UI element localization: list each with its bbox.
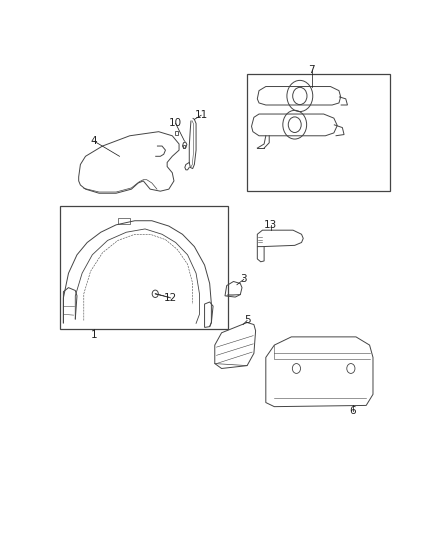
Text: 11: 11 bbox=[194, 110, 207, 120]
Text: 10: 10 bbox=[169, 118, 182, 128]
Text: 4: 4 bbox=[91, 136, 97, 146]
Text: 6: 6 bbox=[349, 406, 355, 416]
Text: 12: 12 bbox=[163, 293, 177, 303]
Text: 3: 3 bbox=[240, 274, 247, 285]
Bar bbox=[60, 206, 228, 329]
Text: 13: 13 bbox=[264, 220, 277, 230]
Bar bbox=[247, 74, 389, 191]
Text: 5: 5 bbox=[243, 316, 250, 326]
Text: 1: 1 bbox=[91, 330, 97, 340]
Bar bbox=[117, 218, 130, 224]
Text: 7: 7 bbox=[308, 65, 314, 75]
